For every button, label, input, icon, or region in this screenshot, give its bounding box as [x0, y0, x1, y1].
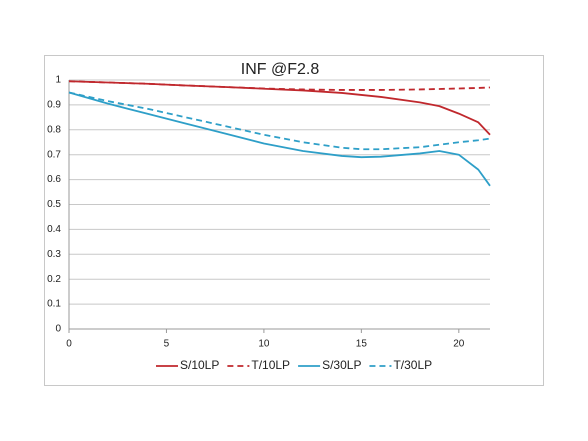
y-tick-label: 0.5 [47, 199, 61, 210]
y-tick-label: 0 [55, 324, 61, 335]
y-tick-label: 0.4 [47, 224, 61, 235]
x-tick-label: 10 [258, 339, 270, 350]
chart-frame [44, 55, 544, 386]
x-tick-label: 20 [453, 339, 465, 350]
y-tick-label: 0.8 [47, 124, 61, 135]
y-tick-label: 0.7 [47, 149, 61, 160]
legend-label: S/30LP [322, 358, 361, 372]
y-tick-label: 0.2 [47, 274, 61, 285]
legend-label: T/10LP [251, 358, 290, 372]
series-line [68, 80, 491, 91]
y-tick-label: 0.3 [47, 249, 61, 260]
y-tick-label: 1 [55, 75, 61, 86]
x-tick-label: 0 [66, 339, 72, 350]
y-tick-label: 0.6 [47, 174, 61, 185]
legend-label: S/10LP [180, 358, 219, 372]
series-line [68, 91, 491, 187]
legend-label: T/30LP [393, 358, 432, 372]
x-tick-label: 5 [164, 339, 170, 350]
chart-title: INF @F2.8 [241, 61, 320, 78]
series-line [68, 91, 491, 151]
y-tick-label: 0.1 [47, 299, 61, 310]
y-tick-label: 0.9 [47, 100, 61, 111]
x-tick-label: 15 [356, 339, 368, 350]
